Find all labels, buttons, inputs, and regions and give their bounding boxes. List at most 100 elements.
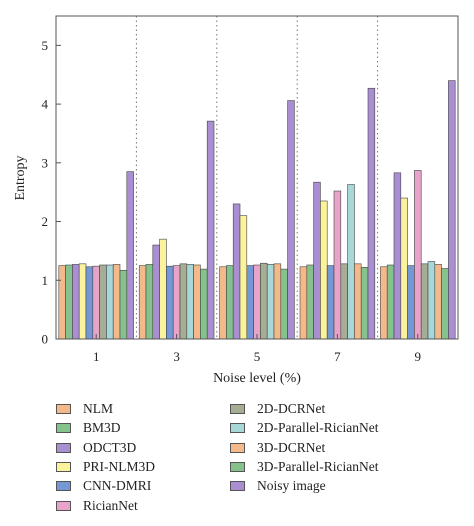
legend-swatch [56,423,71,434]
legend-label: 3D-DCRNet [257,439,326,455]
bar-cnn-dmri-1 [85,266,94,340]
bar-2d-parallel-riciannet-5 [266,264,275,340]
x-tick-label: 3 [173,349,180,364]
bar-2d-dcrnet-1 [99,264,107,340]
x-tick-label: 1 [93,349,100,364]
x-tick-label: 7 [334,349,341,364]
bar-3d-parallel-riciannet-7 [360,267,369,340]
legend-item: ODCT3D [56,439,136,457]
legend-item: PRI-NLM3D [56,458,155,476]
chart: 0 1 2 3 4 5 1 3 5 7 9 Entropy Noise level (%) [13,15,459,386]
bar-2d-parallel-riciannet-3 [186,264,194,340]
bar-nlm-9 [380,266,388,340]
x-axis-title: Noise level (%) [213,371,301,386]
legend-item: NLM [56,400,113,418]
bar-riciannet-7 [333,190,342,340]
bar-cnn-dmri-7 [326,265,335,340]
bar-2d-parallel-riciannet-7 [347,184,355,340]
legend-swatch [230,442,245,453]
bar-2d-dcrnet-5 [260,262,268,340]
bar-2d-parallel-riciannet-1 [106,264,114,340]
bar-pri-nlm3d-9 [400,197,408,340]
bar-nlm-7 [299,266,308,340]
legend-item: Noisy image [230,477,326,495]
bar-2d-parallel-riciannet-9 [427,261,436,340]
bar-nlm-1 [58,265,66,340]
legend-label: 2D-DCRNet [257,401,326,416]
legend-swatch [56,461,71,472]
bar-pri-nlm3d-5 [239,215,248,340]
bar-3d-parallel-riciannet-3 [200,268,208,340]
legend-swatch [230,423,245,434]
bar-riciannet-5 [253,264,261,340]
legend-item: RicianNet [56,497,138,515]
bar-odct3d-3 [152,244,160,340]
legend-swatch [56,500,71,511]
legend-item: 2D-Parallel-RicianNet [230,419,378,437]
legend-item: 3D-Parallel-RicianNet [230,458,378,476]
legend-swatch [230,404,245,414]
y-tick-label: 5 [42,38,49,53]
legend-label: NLM [83,401,113,416]
bar-3d-dcrnet-7 [354,263,362,340]
bar-cnn-dmri-5 [246,265,254,340]
bar-3d-dcrnet-1 [112,264,121,340]
legend: NLM BM3D ODCT3D PRI-NLM3D CNN-DMRI RicianNet 2… [56,400,466,520]
x-tick-label: 5 [254,349,261,364]
bar-pri-nlm3d-3 [159,238,167,340]
bar-2d-dcrnet-9 [420,263,429,340]
bar-riciannet-1 [92,265,100,340]
bar-noisy-image-3 [206,120,215,340]
y-tick-label: 0 [42,332,49,347]
bar-bm3d-9 [386,264,395,340]
legend-label: BM3D [83,420,121,436]
bar-pri-nlm3d-1 [78,263,87,340]
bar-3d-parallel-riciannet-9 [441,268,449,340]
bar-odct3d-5 [232,203,241,340]
y-tick-label: 3 [42,155,49,170]
bar-noisy-image-7 [367,87,376,340]
bar-3d-dcrnet-3 [193,264,201,340]
legend-item: CNN-DMRI [56,477,151,495]
bar-odct3d-9 [393,172,402,340]
y-axis: 0 1 2 3 4 5 [42,38,61,347]
bar-3d-parallel-riciannet-1 [119,269,128,340]
bar-3d-dcrnet-9 [434,264,442,340]
y-axis-title: Entropy [13,155,28,200]
legend-item: BM3D [56,419,121,437]
legend-swatch [56,404,71,414]
bar-odct3d-7 [313,181,321,340]
legend-swatch [56,442,71,453]
bar-3d-dcrnet-5 [273,263,282,340]
bar-2d-dcrnet-3 [179,263,188,340]
bar-noisy-image-5 [287,100,295,340]
y-tick-label: 1 [42,273,49,288]
y-tick-label: 2 [42,214,49,229]
bar-bm3d-3 [145,264,154,340]
y-tick-label: 4 [42,97,49,112]
bar-bm3d-7 [306,264,314,340]
x-axis: 1 3 5 7 9 [93,334,421,364]
legend-label: CNN-DMRI [83,478,152,494]
x-tick-label: 9 [415,349,422,364]
bar-bm3d-1 [65,264,73,340]
bar-bm3d-5 [226,265,234,340]
legend-label: RicianNet [83,497,138,513]
legend-swatch [230,481,245,492]
legend-label: Noisy image [257,478,326,494]
bar-2d-dcrnet-7 [340,263,348,340]
legend-label: 2D-Parallel-RicianNet [257,420,379,436]
bar-nlm-3 [138,265,147,340]
legend-label: 3D-Parallel-RicianNet [257,458,379,474]
legend-item: 2D-DCRNet [230,400,325,418]
bar-pri-nlm3d-7 [320,200,328,340]
bar-cnn-dmri-3 [166,265,174,340]
legend-label: PRI-NLM3D [83,458,156,474]
bar-noisy-image-1 [126,171,134,340]
legend-swatch [56,481,71,492]
bar-odct3d-1 [72,264,80,340]
bar-nlm-5 [219,266,227,340]
bar-noisy-image-9 [448,80,456,340]
bars-layer [58,80,456,340]
bar-3d-parallel-riciannet-5 [280,268,288,340]
